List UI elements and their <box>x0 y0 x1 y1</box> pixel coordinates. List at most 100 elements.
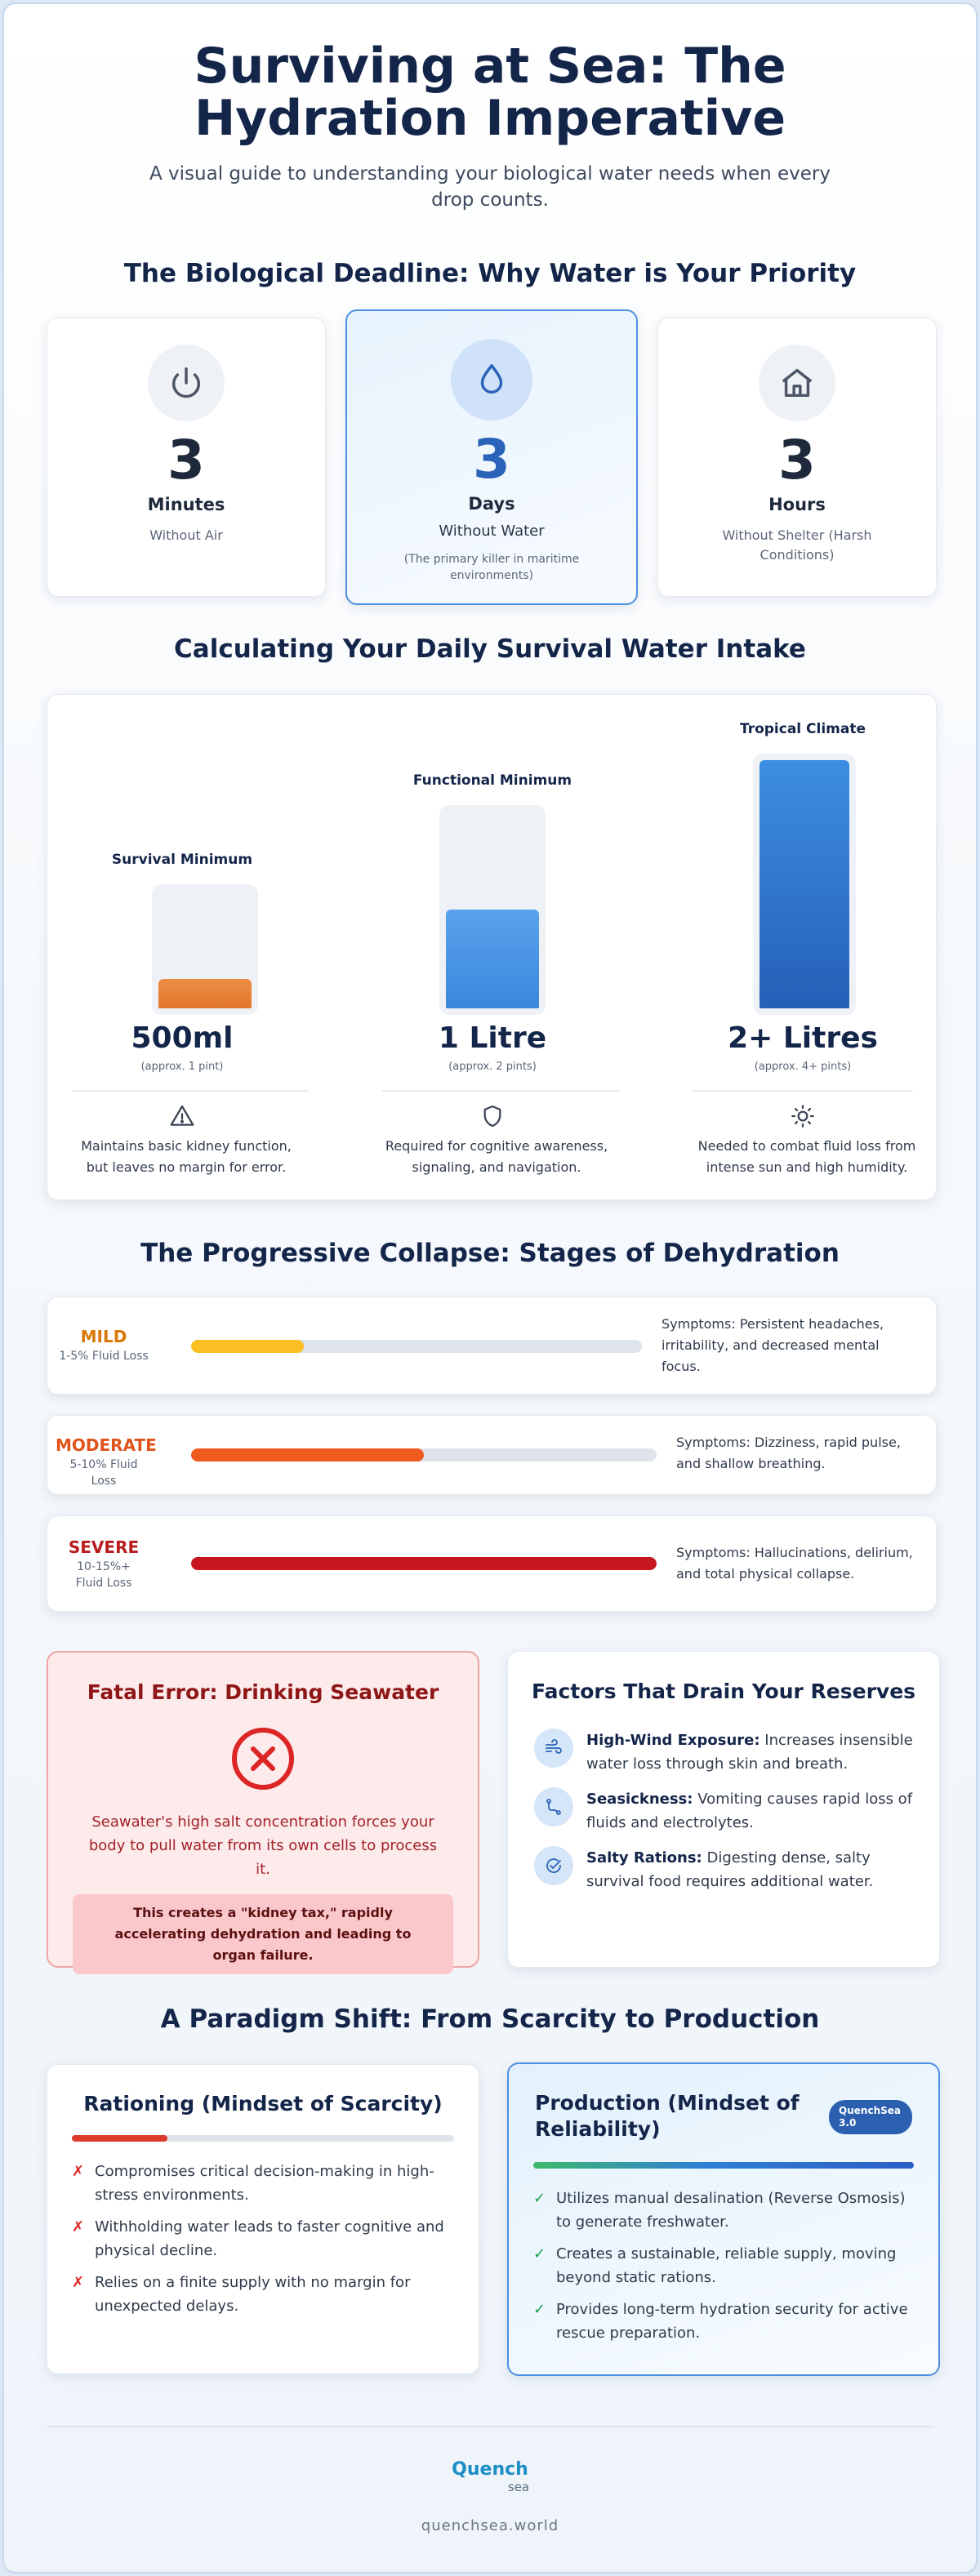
stage-loss: 10-15%+ Fluid Loss <box>75 1560 132 1590</box>
air-card: 3 Minutes Without Air <box>47 318 326 597</box>
factor-text: Seasickness: Vomiting causes rapid loss … <box>586 1791 913 1831</box>
severity-bar <box>191 1448 424 1462</box>
water-drop-icon <box>451 339 532 420</box>
water-card: 3 Days Without Water (The primary killer… <box>345 309 638 605</box>
severity-track <box>191 1557 657 1570</box>
shelter-number: 3 <box>778 429 816 492</box>
intake-column-functional: Functional Minimum 1 Litre (approx. 2 pi… <box>358 695 627 1201</box>
footer-divider <box>47 2426 933 2427</box>
production-item: ✓ Utilizes manual desalination (Reverse O… <box>533 2187 919 2234</box>
air-number: 3 <box>167 429 205 492</box>
intake-column-tropical: Tropical Climate 2+ Litres (approx. 4+ p… <box>668 695 938 1201</box>
wind-icon <box>534 1728 573 1768</box>
intake-approx: (approx. 2 pints) <box>448 1061 537 1073</box>
stage-loss: 5-10% Fluid Loss <box>69 1458 138 1488</box>
stage-symptoms: Symptoms: Dizziness, rapid pulse, and sh… <box>676 1435 901 1471</box>
air-unit: Minutes <box>147 495 225 514</box>
scarcity-item: ✗ Relies on a finite supply with no margi… <box>72 2271 459 2318</box>
check-circle-icon <box>534 1846 573 1885</box>
intake-approx: (approx. 1 pint) <box>140 1061 224 1073</box>
stage-moderate: MODERATE 5-10% Fluid Loss Symptoms: Dizz… <box>47 1415 937 1495</box>
factors-title: Factors That Drain Your Reserves <box>531 1680 916 1703</box>
water-note: (The primary killer in maritime environm… <box>403 553 580 582</box>
stage-symptoms: Symptoms: Persistent headaches, irritabi… <box>662 1316 884 1374</box>
severity-bar <box>191 1340 304 1353</box>
seawater-warning-card: Fatal Error: Drinking Seawater Seawater'… <box>47 1651 479 1974</box>
check-icon: ✓ <box>533 2190 546 2207</box>
stage-name: MILD <box>80 1327 127 1346</box>
production-item: ✓ Provides long-term hydration security f… <box>533 2298 919 2345</box>
water-tank <box>439 805 546 1015</box>
quenchsea-logo: Quench sea <box>452 2459 530 2495</box>
scarcity-bar <box>72 2135 454 2142</box>
seawater-warning-box: This creates a "kidney tax," rapidly acc… <box>73 1894 453 1974</box>
page-title: Surviving at Sea: The Hydration Imperati… <box>194 38 786 147</box>
route-icon <box>534 1787 573 1826</box>
shelter-unit: Hours <box>768 495 826 514</box>
intake-amount: 1 Litre <box>438 1021 547 1055</box>
check-icon: ✓ <box>533 2245 546 2262</box>
scarcity-card: Rationing (Mindset of Scarcity) ✗ Comprom… <box>47 2064 479 2374</box>
check-icon: ✓ <box>533 2301 546 2318</box>
stage-loss: 1-5% Fluid Loss <box>59 1350 149 1363</box>
shelter-label: Without Shelter (Harsh Conditions) <box>722 527 872 563</box>
shelter-card: 3 Hours Without Shelter (Harsh Condition… <box>657 318 937 597</box>
air-label: Without Air <box>149 527 223 543</box>
seawater-title: Fatal Error: Drinking Seawater <box>87 1680 439 1704</box>
water-level <box>446 910 539 1008</box>
cross-icon: ✗ <box>72 2274 85 2291</box>
scarcity-title: Rationing (Mindset of Scarcity) <box>83 2092 443 2116</box>
cross-icon: ✗ <box>72 2163 85 2180</box>
water-tank <box>753 754 856 1015</box>
production-bar <box>533 2162 914 2169</box>
intake-label: Functional Minimum <box>412 772 572 789</box>
divider <box>72 1090 309 1092</box>
shield-icon <box>358 1103 627 1129</box>
water-number: 3 <box>473 428 510 491</box>
water-level <box>158 979 252 1008</box>
intake-card: Survival Minimum 500ml (approx. 1 pint) … <box>47 694 937 1200</box>
divider <box>382 1090 619 1092</box>
water-level <box>760 760 849 1008</box>
seawater-text: Seawater's high salt concentration force… <box>88 1813 438 1878</box>
water-tank <box>152 884 258 1015</box>
intake-description: Needed to combat fluid loss from intense… <box>697 1138 916 1175</box>
intake-section-title: Calculating Your Daily Survival Water In… <box>174 634 806 664</box>
intake-label: Survival Minimum <box>111 852 253 868</box>
factor-text: High-Wind Exposure: Increases insensible… <box>586 1732 913 1773</box>
intake-amount: 2+ Litres <box>728 1021 878 1055</box>
severity-track <box>191 1448 657 1462</box>
production-title: Production (Mindset of Reliability) <box>535 2091 800 2141</box>
stage-name: MODERATE <box>56 1435 157 1455</box>
intake-amount: 500ml <box>131 1021 234 1055</box>
intake-label: Tropical Climate <box>739 721 866 737</box>
water-label: Without Water <box>439 523 545 540</box>
error-x-icon <box>229 1725 296 1792</box>
stage-severe: SEVERE 10-15%+ Fluid Loss Symptoms: Hall… <box>47 1515 937 1612</box>
deadline-section-title: The Biological Deadline: Why Water is Yo… <box>123 259 857 288</box>
water-unit: Days <box>468 494 515 514</box>
intake-description: Required for cognitive awareness, signal… <box>385 1138 608 1175</box>
deadline-cards: 3 Minutes Without Air 3 Days Without Wat… <box>47 309 937 605</box>
sun-icon <box>668 1103 938 1129</box>
home-icon <box>759 345 835 421</box>
power-icon <box>148 345 225 421</box>
factors-card: Factors That Drain Your Reserves High-Wi… <box>507 1651 940 1968</box>
intake-description: Maintains basic kidney function, but lea… <box>81 1138 292 1175</box>
footer-website[interactable]: quenchsea.world <box>421 2517 559 2534</box>
cross-icon: ✗ <box>72 2218 85 2236</box>
stage-mild: MILD 1-5% Fluid Loss Symptoms: Persisten… <box>47 1297 937 1395</box>
production-item: ✓ Creates a sustainable, reliable supply,… <box>533 2242 919 2289</box>
severity-track <box>191 1340 642 1353</box>
divider <box>693 1090 913 1092</box>
intake-column-survival: Survival Minimum 500ml (approx. 1 pint) … <box>47 695 317 1201</box>
stages-section-title: The Progressive Collapse: Stages of Dehy… <box>140 1239 840 1268</box>
factor-text: Salty Rations: Digesting dense, salty su… <box>586 1849 874 1890</box>
stage-symptoms: Symptoms: Hallucinations, delirium, and … <box>676 1545 913 1582</box>
scarcity-item: ✗ Compromises critical decision-making in… <box>72 2160 459 2207</box>
production-card: Production (Mindset of Reliability) Quen… <box>507 2062 940 2376</box>
scarcity-item: ✗ Withholding water leads to faster cogni… <box>72 2215 459 2262</box>
warning-icon <box>47 1103 317 1129</box>
intake-approx: (approx. 4+ pints) <box>754 1061 852 1073</box>
page-subtitle: A visual guide to understanding your bio… <box>149 163 831 211</box>
